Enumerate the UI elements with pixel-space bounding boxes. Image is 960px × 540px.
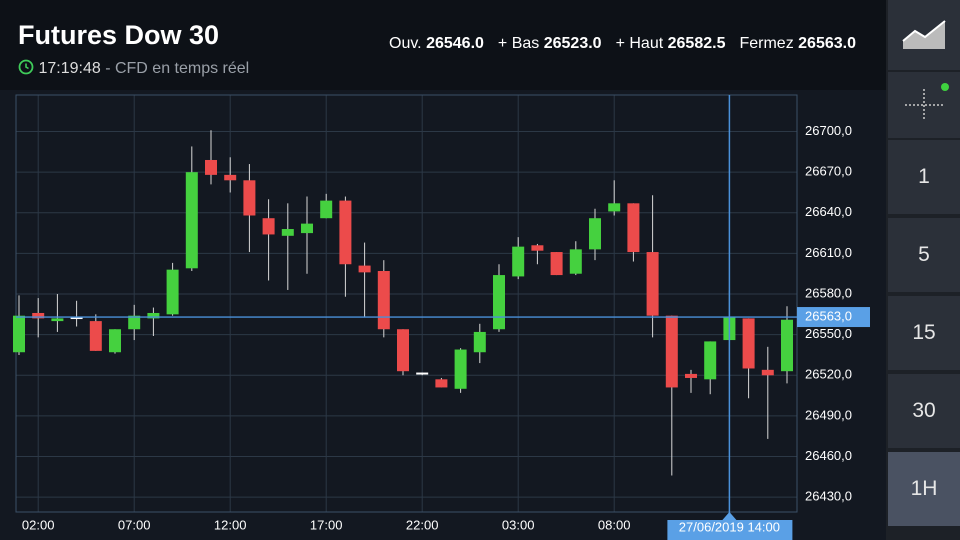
candle-body	[205, 159, 217, 175]
candle-body	[262, 218, 275, 235]
candle-body	[608, 203, 621, 212]
x-tick-label: 12:00	[214, 517, 247, 532]
last-price-box	[797, 307, 870, 328]
candle-body	[70, 317, 83, 320]
candle-body	[358, 265, 371, 273]
candle-body	[32, 312, 45, 319]
stat-value: 26546.0	[426, 35, 484, 52]
chart-icon	[902, 20, 946, 49]
candle-body	[761, 369, 774, 376]
plot-border	[15, 94, 798, 513]
stat: + Haut 26582.5	[616, 35, 726, 52]
candle-body	[301, 223, 313, 234]
candle-body	[128, 315, 141, 330]
x-tick-label: 07:00	[118, 517, 151, 532]
candle-body	[589, 218, 601, 250]
candle-body	[454, 349, 467, 389]
stat-value: 26523.0	[543, 35, 602, 52]
interval-button[interactable]: 30	[888, 374, 960, 448]
candle-body	[147, 312, 160, 319]
interval-button[interactable]: 15	[888, 296, 960, 370]
crosshair-button[interactable]	[888, 72, 960, 138]
stat-label: Ouv.	[389, 35, 422, 52]
stat-label: Fermez	[739, 35, 794, 52]
x-tick-label: 08:00	[598, 517, 631, 532]
y-tick-label: 26490,0	[805, 407, 852, 422]
subtitle: - CFD en temps réel	[105, 60, 250, 77]
chart-type-button[interactable]	[888, 0, 960, 70]
y-tick-label: 26670,0	[805, 164, 852, 179]
candle-body	[51, 318, 64, 322]
candle-body	[281, 229, 294, 236]
y-tick-label: 26580,0	[805, 285, 852, 300]
y-tick-label: 26460,0	[805, 448, 852, 463]
stat: Fermez 26563.0	[739, 35, 856, 52]
y-tick-label: 26520,0	[805, 367, 852, 382]
candle-body	[166, 269, 179, 315]
stat-value: 26582.5	[667, 35, 726, 52]
crosshair-label: 27/06/2019 14:00	[679, 519, 780, 534]
y-tick-label: 26550,0	[805, 326, 852, 341]
stat-value: 26563.0	[798, 35, 856, 52]
x-tick-label: 17:00	[310, 517, 343, 532]
candle-body	[627, 203, 640, 253]
candle-body	[531, 245, 544, 251]
crosshair-pointer	[722, 512, 737, 520]
last-price-label: 26563,0	[805, 308, 852, 323]
interval-button[interactable]: 1	[888, 140, 960, 214]
header: Futures Dow 30 17:19:48 - CFD en temps r…	[0, 0, 886, 90]
y-tick-label: 26430,0	[805, 489, 852, 504]
chart: 26430,0 26460,0 26490,0 26520,0 26550,0 26580…	[0, 90, 886, 540]
candle-body	[89, 321, 102, 351]
candle-body	[435, 379, 448, 388]
stat-label: + Haut	[615, 35, 664, 52]
crosshair-label-box	[667, 520, 793, 540]
candle-body	[493, 275, 505, 330]
candle-body	[243, 180, 256, 216]
candle-body	[377, 271, 390, 330]
sidebar: 1 5 15 30 1H	[886, 0, 960, 540]
y-tick-label: 26610,0	[805, 245, 852, 260]
time: 17:19:48	[38, 60, 101, 77]
y-tick-label: 26640,0	[805, 204, 852, 219]
title: Futures Dow 30	[18, 20, 220, 50]
interval-button[interactable]: 1H	[888, 452, 960, 526]
candle-body	[320, 200, 333, 219]
subtitle-row: 17:19:48 - CFD en temps réel	[18, 59, 249, 78]
clock-icon	[18, 59, 34, 75]
candle-body	[13, 315, 25, 353]
candle-body	[339, 200, 352, 265]
candle-body	[550, 252, 563, 276]
x-tick-label: 02:00	[22, 517, 55, 532]
stats: Ouv. 26546.0 + Bas 26523.0 + Haut 26582.5 F…	[375, 35, 856, 53]
candle-body	[512, 246, 525, 277]
stat-label: + Bas	[497, 35, 540, 52]
candle-body	[665, 315, 678, 388]
crosshair-icon	[905, 83, 949, 121]
plot-background	[0, 90, 886, 540]
candle-body	[742, 318, 755, 369]
x-tick-label: 03:00	[502, 517, 535, 532]
candle-body	[685, 373, 697, 378]
candle-body	[397, 329, 409, 372]
x-tick-label: 22:00	[406, 517, 439, 532]
candle-body	[109, 329, 121, 353]
candle-body	[416, 372, 429, 375]
candle-body	[569, 249, 582, 274]
candle-body	[646, 252, 659, 316]
candle-body	[473, 331, 486, 353]
interval-button[interactable]: 5	[888, 218, 960, 292]
candle-body	[185, 172, 198, 269]
candle-body	[704, 341, 717, 380]
stat: Ouv. 26546.0	[389, 35, 484, 52]
candle-body	[781, 319, 793, 372]
y-tick-label: 26700,0	[805, 123, 852, 138]
stat: + Bas 26523.0	[498, 35, 602, 52]
candle-body	[224, 174, 237, 181]
